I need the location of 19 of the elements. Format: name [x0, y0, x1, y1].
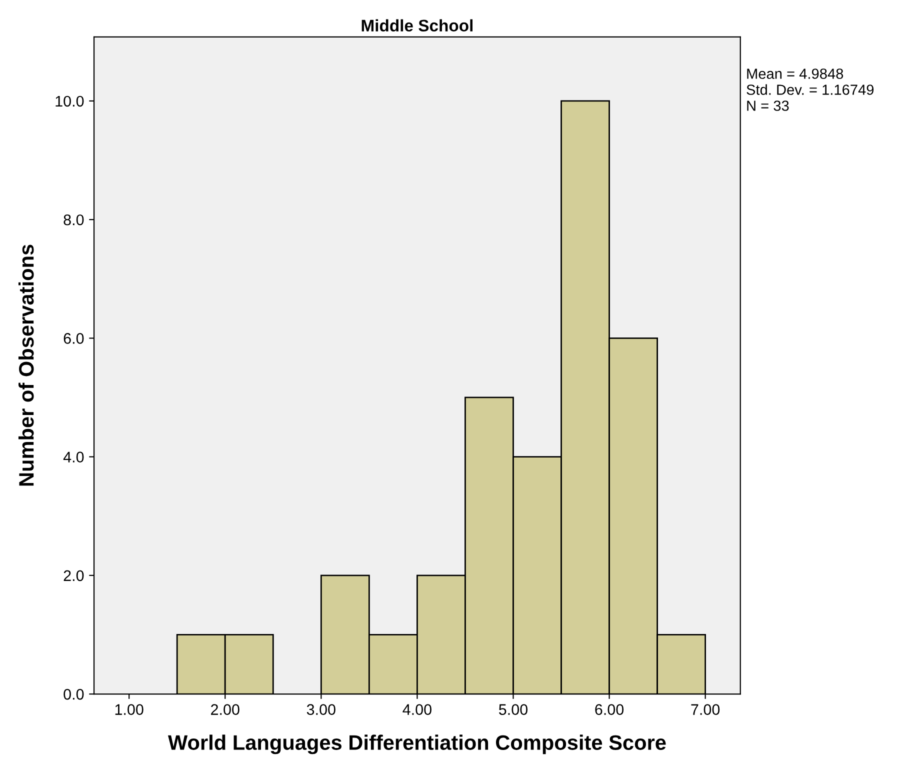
- text: Mean = 4.9848: [747, 68, 844, 79]
- x-tick-label: 1.00: [115, 704, 144, 715]
- y-tick-label: 10.0: [56, 96, 84, 107]
- x-tick-label: 7.00: [691, 704, 720, 715]
- x-tick-label: 4.00: [402, 704, 432, 715]
- y-tick-label: 4.0: [63, 452, 84, 462]
- x-tick-label: 5.00: [498, 704, 528, 715]
- y-tick-label: 8.0: [64, 214, 84, 226]
- y-axis-title: Number of Observations: [18, 244, 34, 486]
- chart-title: Middle School: [362, 19, 472, 32]
- text: Std. Dev. = 1.16749: [746, 84, 874, 95]
- x-tick-label: 6.00: [595, 704, 624, 715]
- text: N = 33: [747, 100, 789, 111]
- x-axis-title: World Languages Differentiation Composite Score: [168, 734, 666, 754]
- x-tick-label: 3.00: [306, 704, 336, 715]
- x-tick-label: 2.00: [211, 704, 240, 715]
- y-tick-label: 2.0: [64, 570, 84, 582]
- y-tick-label: 6.0: [64, 333, 84, 344]
- y-tick-label: 0.0: [64, 688, 84, 700]
